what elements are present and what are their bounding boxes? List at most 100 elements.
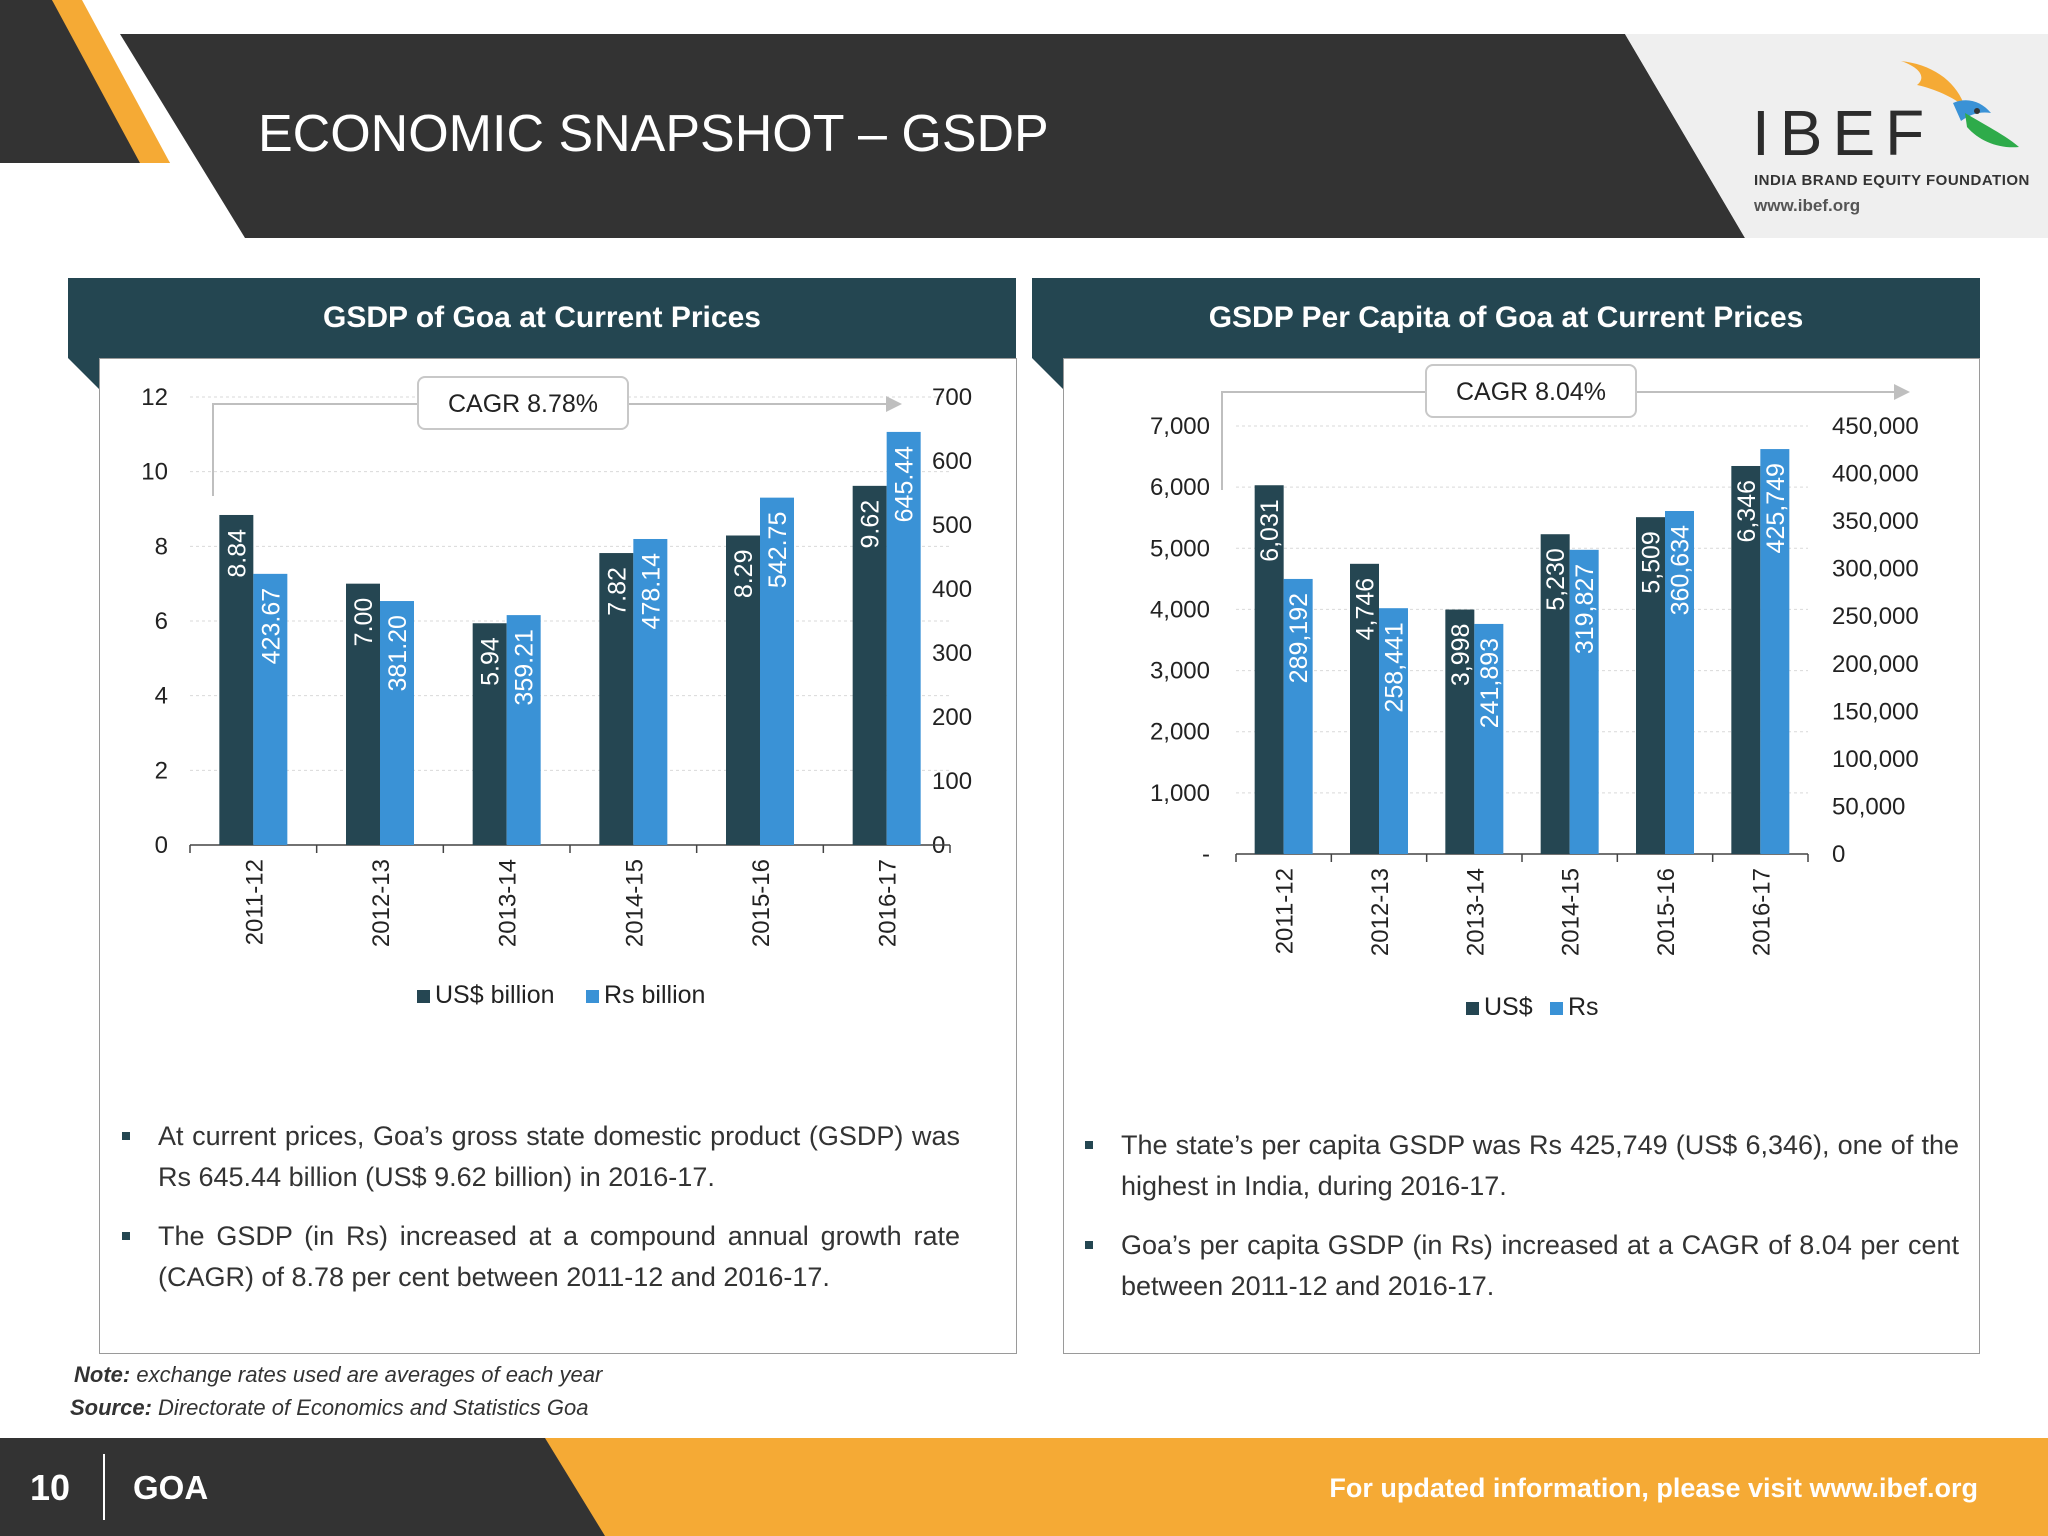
bar-rs	[1760, 449, 1790, 854]
bar-rsbillion	[253, 573, 288, 845]
bar-rs	[1474, 623, 1504, 854]
bird-logo-icon	[1901, 61, 2019, 148]
x-axis-tick-label: 2016-17	[1748, 868, 1775, 956]
x-axis-tick-label: 2015-16	[1653, 868, 1680, 956]
y-axis-right-tick-label: 50,000	[1832, 793, 1905, 820]
y-axis-right-tick-label: 450,000	[1832, 413, 1919, 440]
data-label: 289,192	[1285, 593, 1313, 683]
note: Note: exchange rates used are averages o…	[74, 1362, 602, 1388]
bar-us	[1540, 534, 1570, 854]
bar-rs	[1379, 608, 1408, 854]
y-axis-right-tick-label: 200,000	[1832, 651, 1919, 678]
y-axis-left-tick-label: 5,000	[1150, 535, 1210, 562]
cagr-box	[1425, 364, 1637, 418]
x-axis-tick-label: 2016-17	[875, 859, 902, 947]
x-axis-tick-label: 2011-12	[241, 859, 268, 945]
bar-rsbillion	[380, 601, 414, 845]
x-axis-tick-label: 2011-12	[1272, 868, 1299, 954]
y-axis-right-tick-label: 150,000	[1832, 698, 1919, 725]
y-axis-left-tick-label: 12	[141, 384, 168, 411]
cagr-arrow-line	[1221, 391, 1894, 490]
legend-swatch	[1550, 1002, 1563, 1015]
cagr-label: CAGR 8.78%	[448, 390, 598, 418]
bar-rsbillion	[760, 497, 794, 845]
cagr-box	[417, 376, 629, 430]
y-axis-left-tick-label: 10	[141, 459, 168, 486]
bar-rs	[1283, 578, 1313, 854]
data-label: 542.75	[764, 512, 792, 588]
y-axis-right-tick-label: 0	[1832, 841, 1845, 868]
bullet-item: At current prices, Goa’s gross state dom…	[122, 1116, 960, 1198]
data-label: 360,634	[1667, 525, 1695, 615]
bar-us	[1445, 609, 1475, 854]
left-panel-title: GSDP of Goa at Current Prices	[68, 278, 1016, 358]
y-axis-left-tick-label: 0	[155, 832, 168, 859]
bullet-item: Goa’s per capita GSDP (in Rs) increased …	[1085, 1225, 1959, 1307]
right-bullets: The state’s per capita GSDP was Rs 425,7…	[1085, 1125, 1959, 1325]
y-axis-right-tick-label: 400,000	[1832, 461, 1919, 488]
x-axis-tick-label: 2013-14	[1462, 868, 1489, 956]
x-axis-tick-label: 2012-13	[368, 859, 395, 947]
y-axis-right-tick-label: 250,000	[1832, 603, 1919, 630]
cagr-arrow-head	[1894, 384, 1910, 400]
right-panel-fold	[1032, 358, 1064, 390]
y-axis-right-tick-label: 100,000	[1832, 746, 1919, 773]
legend-label: US$ billion	[435, 981, 555, 1009]
y-axis-left-tick-label: 7,000	[1150, 413, 1210, 440]
note-label: Note:	[74, 1362, 131, 1387]
y-axis-right-tick-label: 300	[932, 640, 972, 667]
logo-tagline: INDIA BRAND EQUITY FOUNDATION	[1754, 172, 2030, 189]
legend-swatch	[1466, 1002, 1479, 1015]
data-label: 6,031	[1256, 499, 1284, 562]
y-axis-left-tick-label: 4,000	[1150, 596, 1210, 623]
source-label: Source:	[70, 1395, 152, 1420]
bar-usbillion	[472, 623, 507, 845]
legend-label: Rs	[1568, 993, 1599, 1020]
bar-us	[1731, 465, 1761, 854]
y-axis-left-tick-label: 6	[155, 608, 168, 635]
x-axis-tick-label: 2012-13	[1367, 868, 1394, 956]
y-axis-left-tick-label: 3,000	[1150, 658, 1210, 685]
footer-background	[0, 1438, 2048, 1536]
legend-swatch	[586, 990, 599, 1003]
page-title: ECONOMIC SNAPSHOT – GSDP	[258, 105, 1049, 163]
data-label: 3,998	[1447, 624, 1475, 687]
bar-usbillion	[852, 485, 887, 845]
y-axis-left-tick-label: 2,000	[1150, 719, 1210, 746]
bar-us	[1636, 517, 1665, 854]
cagr-arrow-head	[886, 396, 902, 412]
per-capita-chart: - 1,000 2,000 3,000 4,000 5,000 6,000 7,000 0 50,…	[1150, 364, 1919, 1020]
data-label: 9.62	[857, 500, 885, 549]
data-label: 5.94	[477, 637, 505, 686]
legend-label: US$	[1484, 993, 1533, 1020]
cagr-arrow-line	[212, 403, 886, 496]
bar-us	[1254, 485, 1284, 854]
bar-usbillion	[219, 514, 254, 845]
note-text: exchange rates used are averages of each…	[136, 1362, 603, 1387]
data-label: 7.82	[603, 567, 631, 616]
bar-usbillion	[726, 535, 760, 845]
data-label: 258,441	[1381, 622, 1409, 712]
data-label: 425,749	[1762, 463, 1790, 553]
data-label: 319,827	[1571, 564, 1599, 654]
y-axis-left-tick-label: 2	[155, 757, 168, 784]
data-label: 645.44	[891, 446, 919, 523]
logo-url[interactable]: www.ibef.org	[1754, 196, 1861, 215]
bar-rs	[1569, 549, 1599, 854]
y-axis-left-tick-label: 1,000	[1150, 780, 1210, 807]
footer-state: GOA	[133, 1469, 209, 1506]
footer-cta[interactable]: For updated information, please visit ww…	[1329, 1473, 1978, 1503]
x-axis-tick-label: 2014-15	[621, 859, 648, 947]
bullet-item: The state’s per capita GSDP was Rs 425,7…	[1085, 1125, 1959, 1207]
bar-rsbillion	[886, 431, 921, 845]
bar-rsbillion	[506, 615, 541, 845]
data-label: 8.29	[730, 550, 758, 599]
logo-text: IBEF	[1752, 97, 1935, 169]
source-text: Directorate of Economics and Statistics …	[158, 1395, 589, 1420]
bullet-item: The GSDP (in Rs) increased at a compound…	[122, 1216, 960, 1298]
y-axis-right-tick-label: 500	[932, 512, 972, 539]
y-axis-left-tick-label: -	[1202, 841, 1210, 868]
right-panel-title: GSDP Per Capita of Goa at Current Prices	[1032, 278, 1980, 358]
bar-usbillion	[599, 553, 634, 845]
bar-rsbillion	[633, 538, 668, 845]
